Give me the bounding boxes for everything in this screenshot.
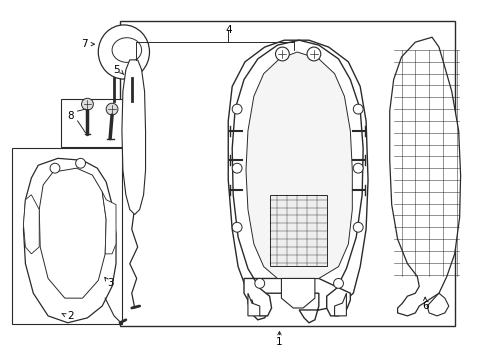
Text: 8: 8 xyxy=(67,111,74,121)
Circle shape xyxy=(254,278,264,288)
Ellipse shape xyxy=(98,25,149,79)
Text: 6: 6 xyxy=(421,301,427,311)
Polygon shape xyxy=(281,278,314,308)
Bar xyxy=(269,195,326,266)
Polygon shape xyxy=(334,293,346,316)
Polygon shape xyxy=(102,192,116,254)
Circle shape xyxy=(306,47,320,61)
Polygon shape xyxy=(247,293,259,316)
Polygon shape xyxy=(23,158,116,323)
Text: 3: 3 xyxy=(106,278,113,288)
Circle shape xyxy=(352,163,363,173)
Text: 1: 1 xyxy=(276,337,282,347)
Text: 7: 7 xyxy=(81,39,88,49)
Circle shape xyxy=(232,163,242,173)
Circle shape xyxy=(106,103,118,115)
Text: 4: 4 xyxy=(224,25,231,35)
Bar xyxy=(12,148,122,324)
Polygon shape xyxy=(426,293,448,316)
Circle shape xyxy=(81,98,93,110)
Text: 5: 5 xyxy=(113,65,120,75)
Circle shape xyxy=(50,163,60,173)
Polygon shape xyxy=(39,168,106,298)
Bar xyxy=(120,21,454,326)
Polygon shape xyxy=(122,60,145,215)
Circle shape xyxy=(333,278,343,288)
Polygon shape xyxy=(23,195,39,254)
Circle shape xyxy=(275,47,289,61)
Circle shape xyxy=(352,104,363,114)
Circle shape xyxy=(232,104,242,114)
Polygon shape xyxy=(389,37,460,316)
Bar xyxy=(61,99,131,147)
Text: 2: 2 xyxy=(67,311,74,321)
Polygon shape xyxy=(245,52,351,278)
Ellipse shape xyxy=(112,38,142,62)
Circle shape xyxy=(76,158,85,168)
Polygon shape xyxy=(228,40,367,323)
Polygon shape xyxy=(232,40,363,316)
Circle shape xyxy=(232,222,242,232)
Circle shape xyxy=(352,222,363,232)
